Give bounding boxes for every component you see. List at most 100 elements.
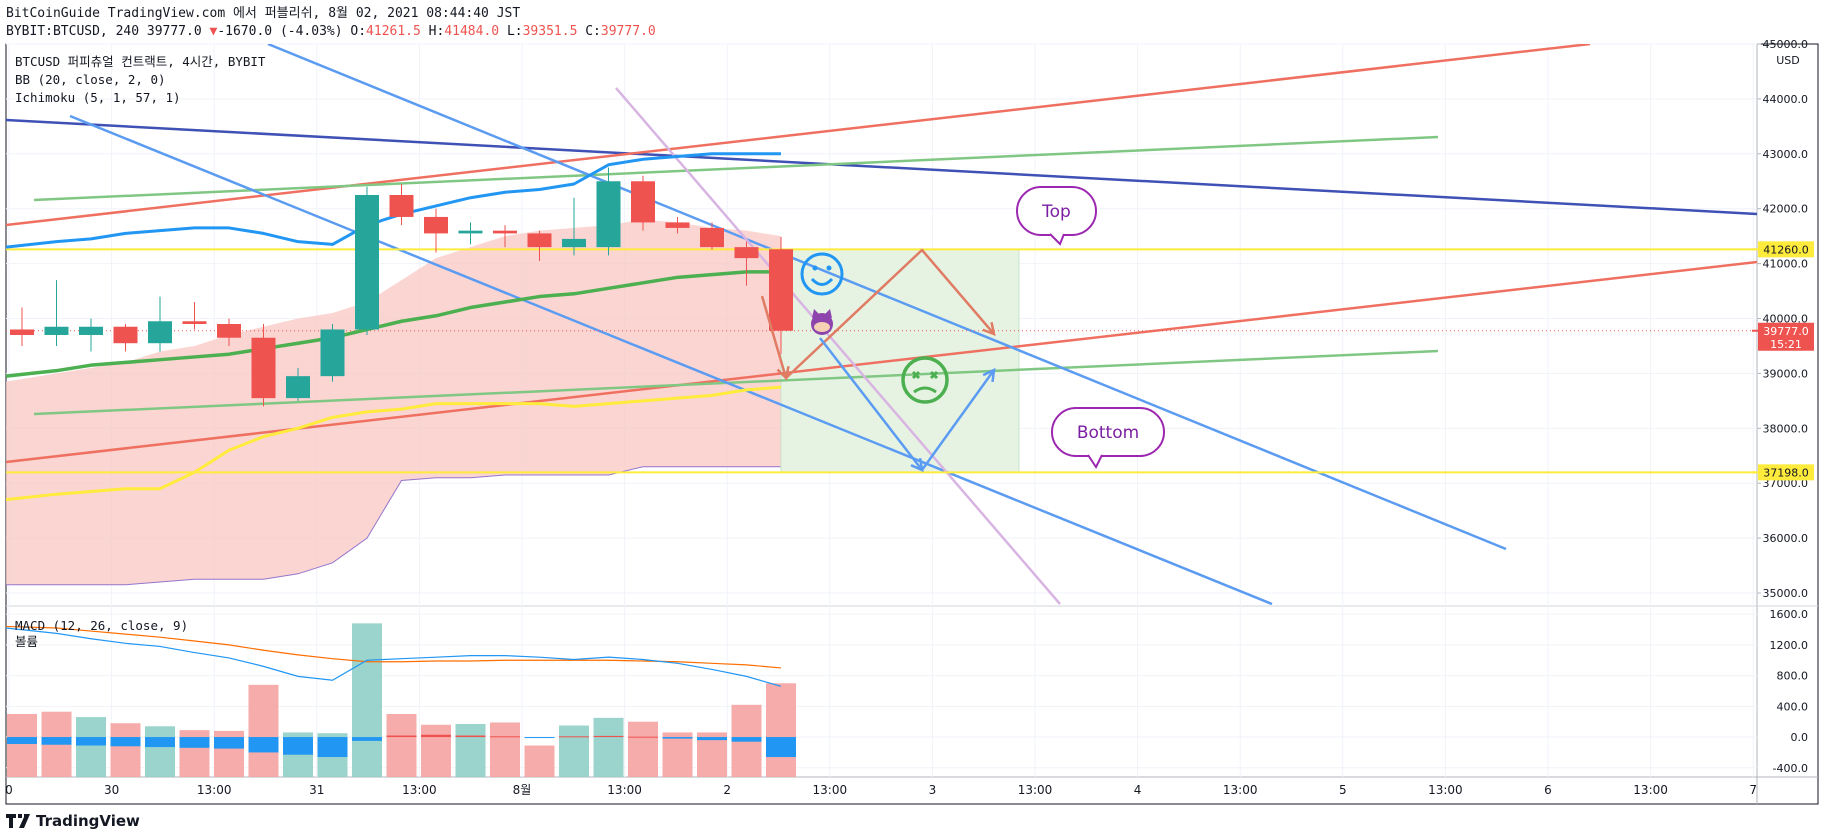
candle-body [113, 326, 138, 344]
volume-bar [559, 725, 589, 777]
volume-bar [524, 745, 555, 777]
bottom-callout-bubble [1051, 407, 1165, 457]
level-label-lower: 37198.0 [1763, 466, 1809, 479]
candle-body [389, 194, 414, 217]
macd-histogram-bar [421, 734, 451, 738]
macd-histogram-bar [559, 736, 589, 738]
time-tick-label: 2 [723, 783, 731, 797]
tradingview-logo-icon [6, 814, 30, 828]
macd-histogram-bar [7, 737, 37, 744]
time-tick-label: 13:00 [607, 783, 642, 797]
projection-arrow-bottom-head [982, 367, 996, 383]
volume-bar [490, 722, 520, 777]
price-tick-label: 36000.0 [1763, 532, 1809, 545]
time-tick-label: 13:00 [1428, 783, 1463, 797]
macd-histogram-bar [766, 737, 796, 758]
macd-line [6, 627, 782, 687]
volume-bar [593, 717, 624, 777]
high-value: 41484.0 [444, 24, 500, 39]
bottom-callout-label: Bottom [1077, 423, 1139, 443]
macd-histogram-bar [76, 737, 106, 746]
change-arrow-icon: ▼ [209, 24, 218, 39]
price-tick-label: 45000.0 [1763, 38, 1809, 51]
candle-body [458, 230, 483, 234]
time-tick-label: 13:00 [813, 783, 848, 797]
cloud-lower-edge [6, 466, 781, 586]
candle-body [493, 230, 517, 234]
high-label: H: [428, 24, 445, 39]
candle-body [251, 337, 276, 399]
smiley-mouth [810, 277, 834, 286]
macd-histogram-bar [490, 736, 520, 738]
macd-histogram-bar [41, 737, 72, 745]
symbol-price: BYBIT:BTCUSD, 240 39777.0 [6, 24, 202, 39]
macd-tick-label: -400.0 [1773, 762, 1808, 775]
volume-bar [352, 623, 382, 777]
volume-bar [110, 723, 141, 777]
tradingview-logo[interactable]: TradingView [6, 812, 140, 830]
octocat-ears [812, 309, 832, 318]
candle-body [734, 247, 759, 259]
macd-tick-label: 400.0 [1777, 700, 1809, 713]
macd-tick-label: 800.0 [1777, 670, 1809, 683]
candle-body [10, 329, 34, 335]
macd-histogram-bar [317, 737, 348, 758]
level-label-upper: 41260.0 [1763, 243, 1809, 256]
projection-arrow-bottom [920, 369, 996, 471]
close-label: C: [585, 24, 601, 39]
macd-histogram-bar [248, 737, 279, 753]
green-trendline-lower [33, 349, 1439, 416]
top-callout-label: Top [1041, 202, 1071, 222]
navy-trendline [6, 118, 1757, 216]
brand-label: TradingView [36, 812, 140, 830]
time-tick-label: 30 [104, 783, 119, 797]
chart-canvas[interactable]: Top Bottom 35000.0 36000.0 37000.0 38000.0 39… [0, 0, 1828, 806]
candle-body [320, 329, 345, 377]
volume-bar [76, 717, 106, 777]
macd-histogram-bar [283, 737, 313, 755]
smiley-blue-icon [800, 252, 844, 296]
close-value: 39777.0 [600, 24, 656, 39]
dizzy-features [911, 370, 939, 394]
time-tick-label: 13:00 [1018, 783, 1053, 797]
macd-histogram-bar [179, 737, 210, 748]
candle-body [286, 376, 310, 399]
macd-histogram-bar [662, 737, 693, 739]
projection-arrow-down [819, 337, 923, 471]
macd-histogram-bar [731, 737, 762, 742]
tenkan-line [6, 385, 782, 502]
macd-pane [6, 623, 796, 777]
legend-title: BTCUSD 퍼피츄얼 컨트랙트, 4시간, BYBIT [15, 54, 266, 69]
red-trendline-upper [6, 44, 1591, 227]
change-value: -1670.0 (-4.03%) [217, 24, 343, 39]
candle-body [355, 194, 379, 330]
currency-label: USD [1776, 54, 1800, 67]
macd-histogram-bar [352, 737, 382, 741]
macd-tick-label: 1600.0 [1770, 608, 1809, 621]
dizzy-green-icon [901, 356, 949, 404]
time-tick-label: 4 [1134, 783, 1142, 797]
last-price-label: 39777.0 [1763, 325, 1809, 338]
time-tick-label: 0 [5, 783, 13, 797]
octocat-icon [811, 309, 833, 335]
macd-histogram-bar [145, 737, 175, 748]
axes: 35000.0 36000.0 37000.0 38000.0 39000.0 40000… [5, 38, 1814, 797]
macd-tick-label: 1200.0 [1770, 639, 1809, 652]
bottom-callout: Bottom [1051, 407, 1165, 469]
candle-body [44, 326, 69, 335]
projection-arrow-top [785, 248, 995, 379]
low-value: 39351.5 [522, 24, 578, 39]
publish-info: BitCoinGuide TradingView.com 에서 퍼블리쉬, 8월… [6, 6, 521, 21]
time-tick-label: 13:00 [1223, 783, 1258, 797]
time-tick-label: 31 [309, 783, 324, 797]
bottom-callout-tail [1087, 454, 1103, 469]
candle-body [424, 216, 448, 234]
volume-bar [628, 721, 658, 777]
macd-histogram-bar [524, 737, 555, 739]
candle-body [527, 233, 552, 248]
dizzy-face [901, 356, 949, 404]
macd-histogram-bar [628, 736, 658, 738]
legend-ichimoku: Ichimoku (5, 1, 57, 1) [15, 90, 181, 105]
volume-bar [662, 732, 693, 777]
top-callout: Top [1016, 186, 1097, 246]
